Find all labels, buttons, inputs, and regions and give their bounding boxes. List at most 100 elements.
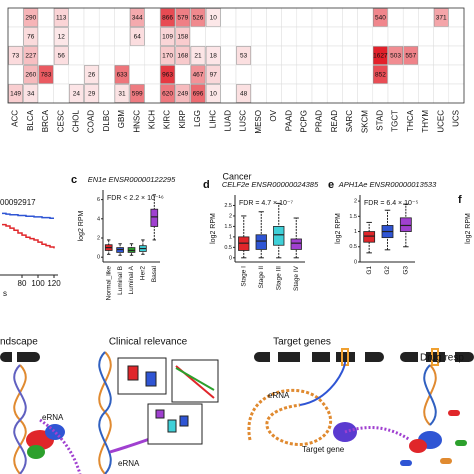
empty-cell bbox=[342, 26, 358, 47]
x-tick-label: PRAD bbox=[315, 110, 324, 132]
cell-label: 158 bbox=[177, 34, 188, 41]
empty-cell bbox=[418, 83, 434, 104]
y-tick-label: 0.5 bbox=[224, 245, 232, 251]
box bbox=[255, 234, 267, 250]
rna-label: eRNA bbox=[268, 391, 290, 400]
decoration bbox=[98, 351, 112, 474]
box bbox=[273, 226, 285, 246]
empty-cell bbox=[433, 26, 450, 47]
cell-label: 48 bbox=[240, 91, 248, 98]
heat-cell bbox=[236, 84, 251, 103]
y-tick-label: 1.5 bbox=[349, 214, 357, 220]
decoration bbox=[355, 352, 365, 362]
decoration bbox=[344, 426, 411, 442]
x-tick-label: THYM bbox=[421, 110, 430, 133]
x-tick-label: BLCA bbox=[26, 109, 35, 131]
empty-cell bbox=[418, 26, 434, 47]
empty-cell bbox=[326, 26, 343, 47]
heat-cell bbox=[205, 84, 221, 103]
empty-cell bbox=[326, 45, 343, 66]
empty-cell bbox=[38, 83, 54, 104]
empty-cell bbox=[114, 45, 130, 66]
cell-label: 34 bbox=[27, 91, 35, 98]
empty-cell bbox=[433, 83, 450, 104]
empty-cell bbox=[311, 83, 328, 104]
x-tick-label: LGG bbox=[193, 110, 202, 127]
empty-cell bbox=[235, 7, 252, 28]
cell-label: 1627 bbox=[373, 53, 388, 60]
heat-cell bbox=[23, 46, 39, 65]
empty-cell bbox=[281, 26, 298, 47]
empty-cell bbox=[357, 64, 374, 85]
empty-cell bbox=[235, 64, 252, 85]
x-tick-label: GBM bbox=[117, 110, 126, 129]
empty-cell bbox=[372, 26, 389, 47]
cell-label: 109 bbox=[162, 34, 173, 41]
decoration bbox=[13, 364, 27, 474]
x-tick-label: Stage II bbox=[258, 266, 265, 289]
empty-cell bbox=[357, 83, 374, 104]
empty-cell bbox=[387, 7, 404, 28]
cell-label: 227 bbox=[25, 53, 36, 60]
empty-cell bbox=[311, 7, 328, 28]
cell-label: 170 bbox=[162, 53, 173, 60]
y-tick-label: 1 bbox=[229, 234, 232, 240]
empty-cell bbox=[190, 26, 206, 47]
empty-cell bbox=[250, 83, 267, 104]
empty-cell bbox=[418, 45, 434, 66]
box bbox=[150, 208, 159, 227]
cell-label: 12 bbox=[58, 34, 66, 41]
empty-cell bbox=[98, 64, 115, 85]
annotation: FDR = 6.4 × 10⁻⁵ bbox=[364, 200, 419, 207]
x-tick-label: PCPG bbox=[300, 110, 309, 133]
empty-cell bbox=[144, 7, 161, 28]
y-tick-label: 0 bbox=[354, 259, 357, 265]
empty-cell bbox=[357, 45, 374, 66]
x-tick-label: PAAD bbox=[284, 110, 293, 131]
empty-cell bbox=[266, 45, 282, 66]
cell-label: 866 bbox=[162, 15, 173, 22]
cell-label: 97 bbox=[210, 72, 218, 79]
empty-cell bbox=[433, 64, 450, 85]
empty-cell bbox=[387, 83, 404, 104]
decoration bbox=[117, 357, 167, 395]
panel-letter: e bbox=[328, 179, 334, 191]
empty-cell bbox=[402, 26, 419, 47]
x-tick-label: 100 bbox=[31, 279, 45, 288]
y-tick-label: 2 bbox=[354, 199, 357, 205]
y-tick-label: 2.5 bbox=[224, 203, 232, 209]
empty-cell bbox=[220, 7, 237, 28]
panel-letter: f bbox=[458, 194, 462, 206]
y-tick-label: 1.5 bbox=[224, 224, 232, 230]
diagram-label: Clinical relevance bbox=[109, 337, 188, 348]
heat-cell bbox=[38, 65, 54, 84]
x-tick-label: DLBC bbox=[102, 110, 111, 132]
panel-letter: c bbox=[71, 174, 77, 186]
x-axis-label: s bbox=[3, 289, 7, 298]
empty-cell bbox=[220, 45, 237, 66]
heat-cell bbox=[84, 84, 99, 103]
cell-label: 540 bbox=[375, 15, 386, 22]
heat-cell bbox=[433, 8, 449, 27]
y-tick-label: 0.5 bbox=[349, 244, 357, 250]
heat-cell bbox=[403, 46, 419, 65]
empty-cell bbox=[53, 83, 70, 104]
empty-cell bbox=[281, 7, 298, 28]
empty-cell bbox=[114, 7, 130, 28]
empty-cell bbox=[326, 83, 343, 104]
empty-cell bbox=[342, 7, 358, 28]
box bbox=[363, 231, 376, 243]
cell-label: 599 bbox=[132, 91, 143, 98]
heat-cell bbox=[23, 84, 39, 103]
x-tick-label: MESO bbox=[254, 110, 263, 134]
cell-label: 633 bbox=[117, 72, 128, 79]
empty-cell bbox=[311, 26, 328, 47]
heat-cell bbox=[175, 84, 191, 103]
decoration bbox=[455, 440, 467, 446]
decoration bbox=[127, 365, 139, 381]
heat-cell bbox=[205, 8, 221, 27]
empty-cell bbox=[98, 7, 115, 28]
cell-label: 168 bbox=[177, 53, 188, 60]
empty-cell bbox=[220, 64, 237, 85]
survival-line bbox=[2, 223, 55, 249]
